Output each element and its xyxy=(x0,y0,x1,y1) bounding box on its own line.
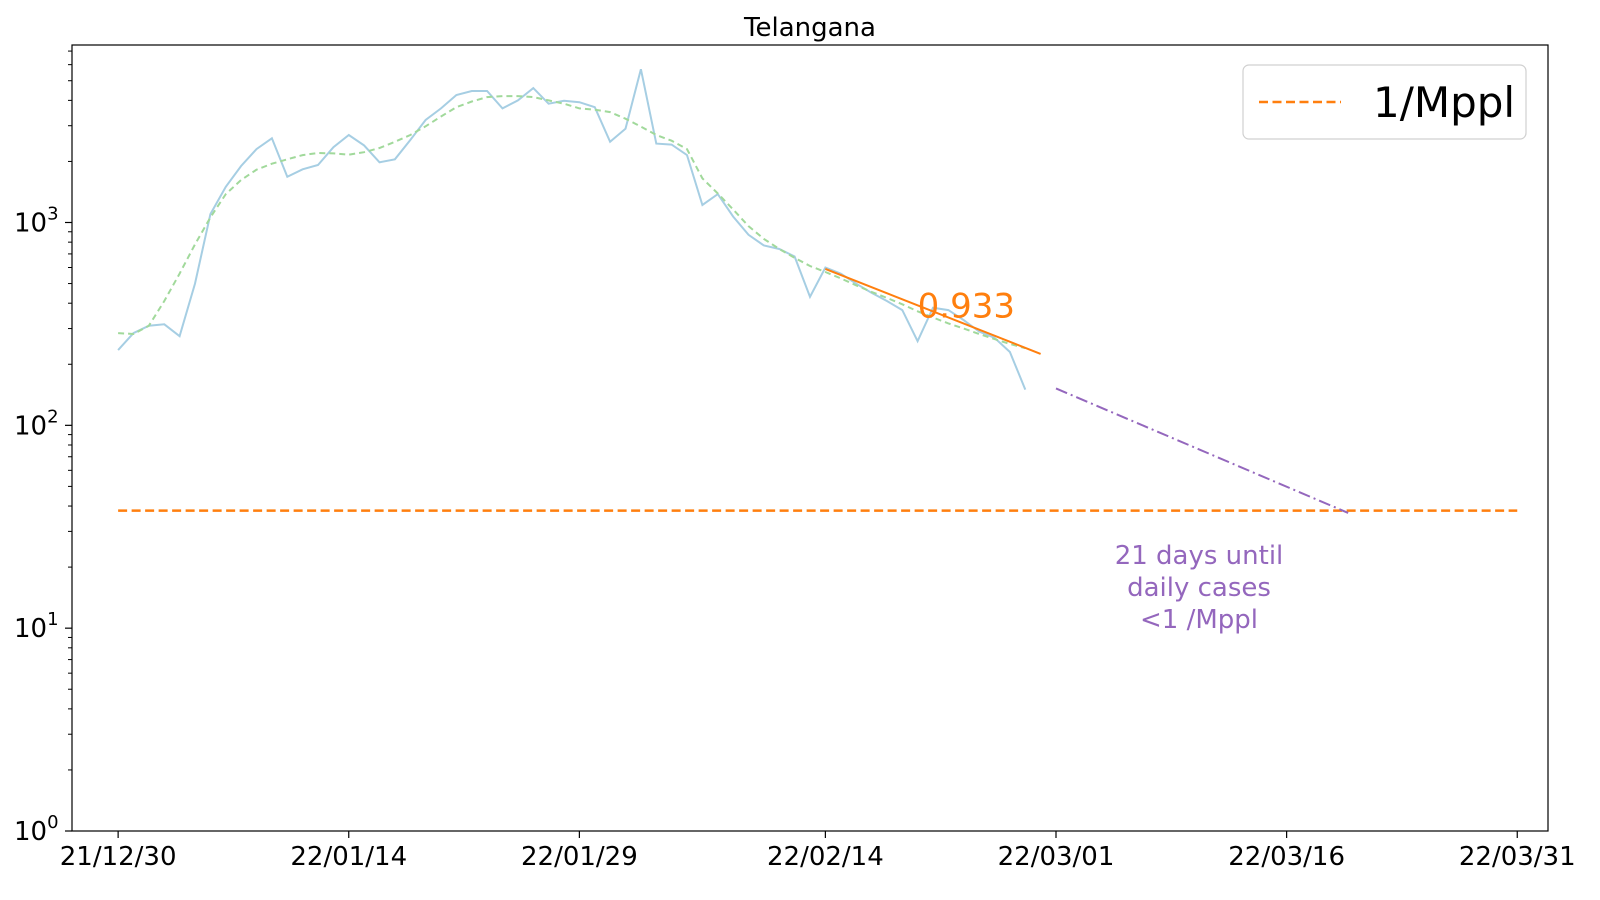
trend-line xyxy=(825,268,1041,355)
x-tick-label-5: 22/03/16 xyxy=(1228,842,1345,872)
x-tick-label-0: 21/12/30 xyxy=(60,842,177,872)
x-tick-label-1: 22/01/14 xyxy=(290,842,407,872)
y-tick-label-0: 100 xyxy=(14,812,59,847)
series-line-1 xyxy=(118,95,1026,350)
chart-title: Telangana xyxy=(743,13,876,43)
plot-frame xyxy=(71,44,1549,832)
y-tick-base-2: 10 xyxy=(14,411,47,441)
projection-annotation: 21 days until daily cases <1 /Mppl xyxy=(1115,541,1284,635)
series-line-0 xyxy=(117,68,1027,390)
y-tick-exp-0: 0 xyxy=(47,812,58,833)
projection-annotation-line-2: <1 /Mppl xyxy=(1140,605,1258,635)
legend-box xyxy=(1242,64,1527,140)
y-tick-base-0: 10 xyxy=(14,817,47,847)
y-tick-exp-2: 2 xyxy=(47,406,58,427)
axes: 21/12/30 22/01/14 22/01/29 22/02/14 22/03/01… xyxy=(14,44,1576,872)
x-tick-label-3: 22/02/14 xyxy=(767,842,884,872)
trend-rate-label: 0.933 xyxy=(918,287,1015,327)
plot-area: 0.933 21 days until daily cases <1 /Mppl xyxy=(117,68,1518,635)
legend-label-0: 1/Mppl xyxy=(1373,78,1515,127)
legend: 1/Mppl xyxy=(1242,64,1527,140)
y-tick-exp-1: 1 xyxy=(47,609,58,630)
y-tick-label-1: 101 xyxy=(14,609,59,644)
projection-annotation-line-1: daily cases xyxy=(1127,573,1271,603)
y-tick-label-2: 102 xyxy=(14,406,59,441)
y-tick-label-3: 103 xyxy=(14,203,59,238)
y-tick-base-3: 10 xyxy=(14,208,47,238)
x-tick-label-4: 22/03/01 xyxy=(998,842,1115,872)
projection-annotation-line-0: 21 days until xyxy=(1115,541,1284,571)
x-tick-label-2: 22/01/29 xyxy=(521,842,638,872)
y-tick-exp-3: 3 xyxy=(47,203,58,224)
y-tick-base-1: 10 xyxy=(14,614,47,644)
x-tick-label-6: 22/03/31 xyxy=(1459,842,1576,872)
projection-line xyxy=(1055,387,1349,514)
